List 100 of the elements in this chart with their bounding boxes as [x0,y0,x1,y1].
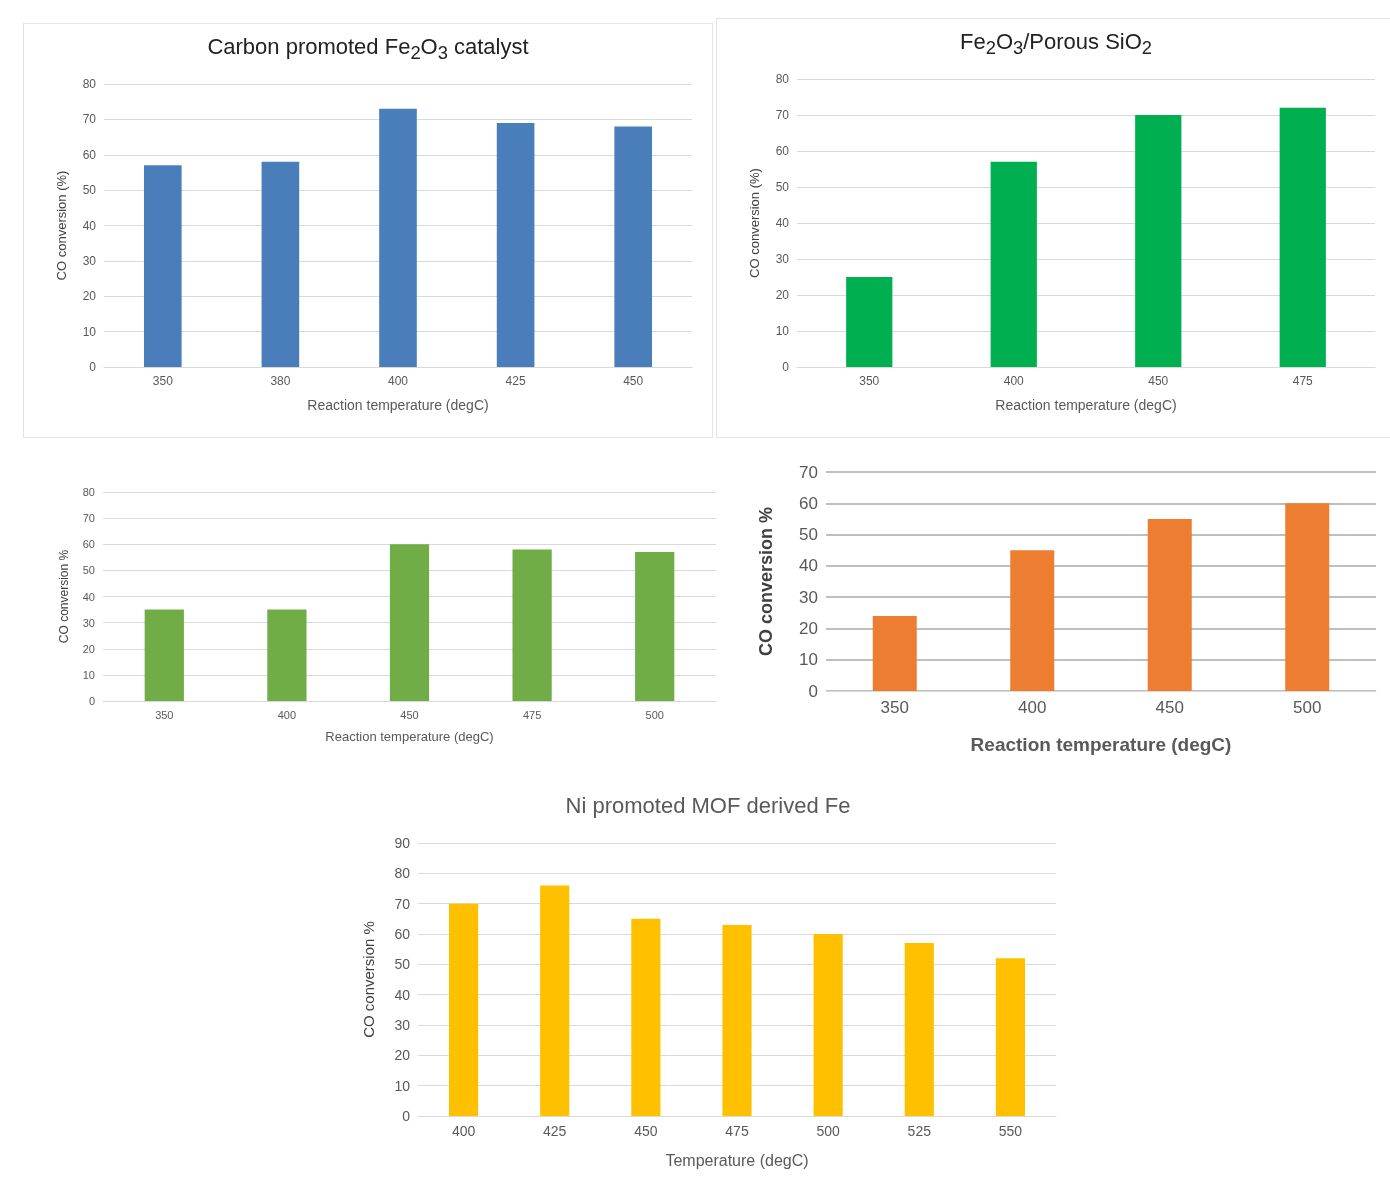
bar [267,609,307,701]
x-tick-label: 400 [1018,698,1047,717]
y-tick-label: 40 [775,216,790,230]
bar [143,165,182,367]
x-tick-label: 350 [880,698,909,717]
y-axis-title: CO conversion % [756,506,776,657]
bar [995,958,1026,1116]
x-tick-label: 350 [859,374,880,388]
bar [614,126,653,367]
y-axis-title: CO conversion (%) [747,168,762,278]
x-tick-label: 525 [907,1123,932,1139]
y-tick-label: 0 [808,681,818,701]
bar [1135,115,1182,367]
y-tick-label: 20 [799,618,818,638]
bar [631,918,661,1116]
x-tick-label: 475 [1292,374,1314,388]
y-axis-title: CO conversion (%) [54,170,69,281]
chart-title: Carbon promoted Fe$_{2}$O$_{3}$ catalyst [206,33,530,66]
x-tick-label: 400 [277,708,297,721]
y-tick-label: 0 [88,695,95,707]
y-tick-label: 70 [394,895,411,912]
bar [813,934,843,1116]
bar [448,903,479,1116]
y-tick-label: 60 [394,926,411,942]
x-tick-label: 475 [725,1123,749,1139]
x-tick-label: 550 [998,1123,1023,1139]
y-tick-label: 20 [775,288,790,302]
y-tick-label: 50 [394,956,411,973]
x-tick-label: 475 [522,708,542,721]
x-tick-label: 450 [1155,698,1184,717]
y-tick-label: 30 [775,252,790,266]
x-tick-label: 450 [400,708,419,721]
bar [1147,518,1192,691]
y-tick-label: 80 [775,72,790,86]
x-axis-title: Reaction temperature (degC) [995,397,1177,414]
bar [904,943,934,1116]
y-tick-label: 0 [782,360,790,374]
y-tick-label: 30 [799,587,818,607]
x-tick-label: 450 [1148,374,1169,388]
x-tick-label: 400 [1003,374,1025,388]
chart-title: Ni promoted MOF derived Fe [564,792,852,820]
bar [389,544,430,701]
x-tick-label: 400 [451,1123,476,1139]
x-tick-label: 450 [623,374,644,388]
bar [379,108,417,367]
x-axis-title: Reaction temperature (degC) [970,734,1232,756]
x-tick-label: 450 [634,1123,658,1139]
bar [846,277,893,367]
y-tick-label: 70 [799,462,818,482]
y-axis-title: CO conversion % [57,549,71,644]
bar [496,122,535,367]
x-tick-label: 425 [505,374,526,388]
y-tick-label: 10 [82,668,95,681]
x-tick-label: 500 [1293,698,1322,717]
bar [1010,550,1055,691]
bar [1279,107,1326,367]
x-tick-label: 400 [387,374,409,388]
y-tick-label: 70 [82,112,97,127]
y-tick-label: 40 [799,556,818,576]
y-tick-label: 90 [394,835,411,851]
bar [722,924,752,1116]
y-tick-label: 80 [394,865,411,882]
chart-title: Fe$_{2}$O$_{3}$/Porous SiO$_{2}$ [959,28,1153,61]
bar [512,549,552,701]
y-tick-label: 20 [394,1047,411,1064]
y-tick-label: 20 [82,642,95,655]
bar [540,885,570,1116]
bar [872,615,917,691]
x-tick-label: 500 [816,1123,841,1139]
y-tick-label: 60 [775,144,790,158]
y-tick-label: 40 [82,590,95,603]
y-tick-label: 30 [394,1017,411,1033]
y-tick-label: 70 [775,108,790,122]
x-tick-label: 350 [155,708,174,721]
y-tick-label: 50 [775,180,790,194]
y-axis-title: CO conversion % [360,921,377,1038]
x-tick-label: 500 [645,708,664,721]
y-tick-label: 0 [89,360,97,374]
x-axis-title: Reaction temperature (degC) [325,728,494,744]
x-axis-title: Temperature (degC) [665,1151,809,1169]
y-tick-label: 80 [82,486,95,498]
bar [144,609,184,701]
y-tick-label: 10 [799,650,818,670]
y-tick-label: 10 [394,1077,411,1094]
y-tick-label: 70 [82,512,95,525]
x-tick-label: 380 [270,374,291,388]
y-tick-label: 40 [394,986,411,1003]
y-tick-label: 60 [799,493,818,513]
bar [635,552,675,701]
y-tick-label: 20 [82,289,97,304]
x-tick-label: 350 [152,374,174,388]
y-tick-label: 80 [82,77,97,91]
y-tick-label: 40 [82,218,97,233]
y-tick-label: 50 [82,564,95,577]
y-tick-label: 10 [82,324,97,339]
y-tick-label: 30 [82,616,95,629]
x-tick-label: 425 [543,1123,567,1139]
bar [1285,503,1330,691]
y-tick-label: 0 [402,1108,411,1124]
x-axis-title: Reaction temperature (degC) [307,397,489,414]
